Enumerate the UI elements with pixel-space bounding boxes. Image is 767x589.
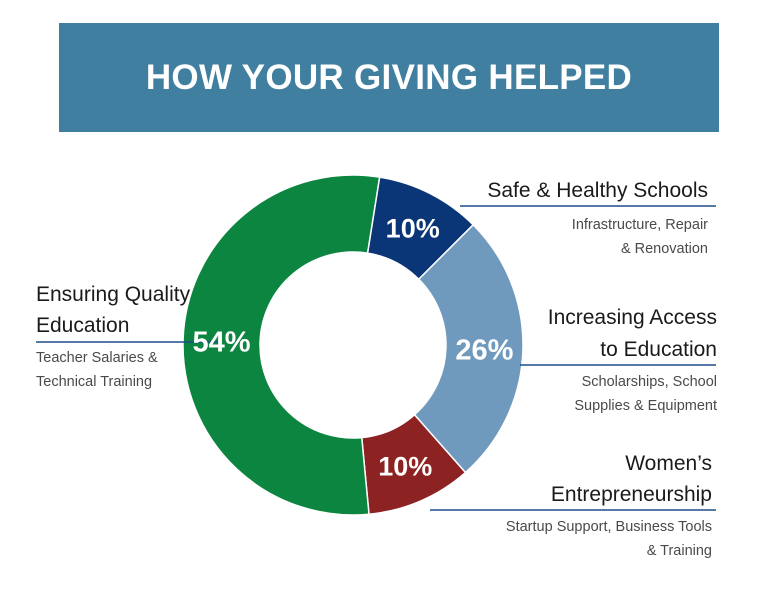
percent-label-safe-healthy-schools: 10%: [386, 214, 440, 244]
category-title-women-s-entrepreneurship: Women’s: [625, 452, 712, 475]
percent-label-ensuring-quality-education: 54%: [193, 326, 251, 358]
page-title: HOW YOUR GIVING HELPED: [145, 57, 633, 97]
category-title-ensuring-quality-education: Education: [36, 314, 129, 337]
category-description-ensuring-quality-education: Technical Training: [36, 374, 152, 390]
category-description-women-s-entrepreneurship: & Training: [647, 543, 712, 559]
category-title-increasing-access-to-education: to Education: [600, 338, 717, 361]
percent-label-women-s-entrepreneurship: 10%: [378, 451, 432, 481]
category-title-women-s-entrepreneurship: Entrepreneurship: [551, 483, 712, 506]
category-title-safe-healthy-schools: Safe & Healthy Schools: [487, 179, 708, 202]
slice-ensuring-quality-education: [182, 174, 381, 516]
category-description-increasing-access-to-education: Supplies & Equipment: [574, 398, 717, 414]
percent-label-increasing-access-to-education: 26%: [455, 335, 513, 367]
category-description-increasing-access-to-education: Scholarships, School: [582, 374, 717, 390]
category-title-increasing-access-to-education: Increasing Access: [548, 306, 717, 329]
category-description-safe-healthy-schools: & Renovation: [621, 241, 708, 257]
title-banner: HOW YOUR GIVING HELPED: [59, 23, 719, 132]
category-description-safe-healthy-schools: Infrastructure, Repair: [572, 217, 708, 233]
category-description-ensuring-quality-education: Teacher Salaries &: [36, 350, 158, 366]
category-title-ensuring-quality-education: Ensuring Quality: [36, 283, 191, 306]
category-description-women-s-entrepreneurship: Startup Support, Business Tools: [506, 519, 712, 535]
slice-increasing-access-to-education: [413, 223, 524, 474]
